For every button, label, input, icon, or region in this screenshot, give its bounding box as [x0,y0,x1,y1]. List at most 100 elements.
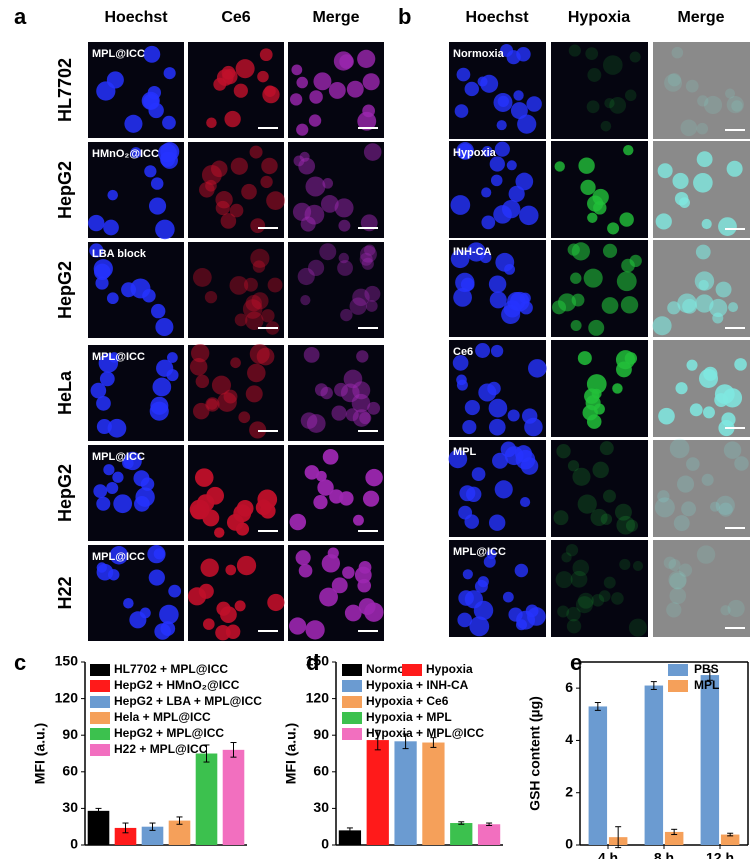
micrograph [449,42,546,139]
cell [250,248,270,268]
cell [490,174,503,187]
cell [234,313,248,327]
legend-swatch [342,728,362,740]
cell [462,569,473,580]
cell [150,177,164,190]
cell [303,346,320,363]
cell [249,421,267,439]
legend-label: HepG2 + MPL@ICC [114,726,224,740]
legend-swatch [90,744,110,756]
cell [727,599,745,618]
row-label: HepG2 [55,161,75,219]
bar [394,741,417,845]
cell [497,95,509,108]
cell [571,293,585,307]
cell [490,344,504,358]
cell [308,114,322,127]
cell [353,514,364,526]
cell [134,496,150,512]
cell [192,268,212,287]
legend-label: Hypoxia + MPL@ICC [366,726,484,740]
cell [352,288,370,307]
cell [148,569,165,586]
image-tag: Hypoxia [453,147,497,159]
cell [587,68,602,82]
cell [715,281,732,298]
cell [93,259,113,279]
cell [494,480,513,499]
cell [159,604,179,625]
cell [200,558,219,577]
cell [697,95,709,107]
cell [109,546,129,565]
image-tag: MPL@ICC [92,48,145,60]
cell [611,592,624,605]
cell [361,257,374,270]
cell [358,561,372,574]
cell [469,616,490,637]
cell [466,242,486,262]
cell [502,199,521,219]
cell [155,317,174,337]
cell [504,446,524,466]
cell [494,141,510,157]
image-bg [288,242,384,338]
cell [108,569,120,581]
cell [686,457,700,471]
bar [588,706,608,845]
cell [601,297,619,314]
cell [216,601,231,616]
legend-label: HepG2 + HMnO₂@ICC [114,678,240,692]
cell [245,311,264,330]
cell [203,618,215,630]
cell [696,122,709,135]
cell [571,242,590,261]
cell [123,451,142,471]
image-bg [653,42,750,139]
cell [590,508,608,527]
cell [592,461,609,479]
cell [718,217,737,236]
y-tick-label: 30 [62,799,78,815]
cell [331,577,348,594]
cell [516,47,531,62]
cell [600,513,613,525]
cell [251,292,269,310]
cell [155,219,175,240]
bar [450,823,473,845]
cell [340,308,353,322]
cell [456,67,471,82]
cell [578,157,595,174]
cell [654,497,675,518]
cell [586,414,602,429]
cell [189,358,208,376]
cell [619,212,634,227]
cell [452,355,469,371]
legend-swatch [90,664,110,676]
cell [305,620,325,640]
bar [114,827,137,845]
cell [235,522,250,536]
cell [734,358,747,371]
cell [489,291,507,309]
legend-label: HepG2 + LBA + MPL@ICC [114,694,262,708]
cell [230,157,248,175]
cell [577,592,594,609]
cell [677,293,697,313]
panel-label: d [306,650,319,675]
micrograph [653,42,750,139]
cell [261,157,278,175]
cell [714,384,735,405]
y-tick-label: 0 [70,836,78,852]
cell [140,477,155,491]
column-header: Hoechst [104,9,168,26]
row-label: HL7702 [55,58,75,122]
cell [215,200,230,216]
cell [566,619,582,634]
cell [572,467,591,486]
cell [266,191,285,210]
cell [163,67,176,80]
y-axis-title: MFI (a.u.) [32,723,48,784]
cell [625,519,639,532]
legend-swatch [90,696,110,708]
